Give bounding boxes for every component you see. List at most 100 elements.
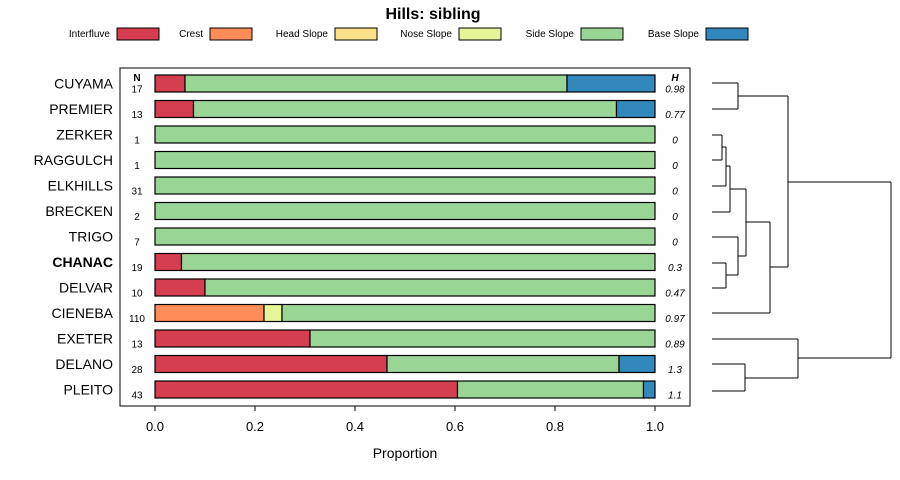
n-value: 31	[131, 187, 143, 198]
bar-segment-base-slope	[615, 99, 656, 119]
x-axis: 0.0 0.2 0.4 0.6 0.8 1.0	[146, 406, 664, 434]
legend-label-interfluve: Interfluve	[69, 29, 111, 40]
n-value: 2	[134, 212, 140, 223]
bar-segment-base-slope	[618, 354, 656, 374]
x-tick-label: 1.0	[646, 419, 664, 434]
h-value: 0.97	[665, 314, 685, 325]
n-value: 10	[131, 289, 143, 300]
row-label: EXETER	[57, 331, 113, 347]
bar-segment-base-slope	[566, 74, 656, 93]
bar-segment-interfluve	[154, 329, 311, 348]
n-value: 13	[131, 340, 143, 351]
legend-swatch-head-slope	[334, 27, 378, 41]
row-label: DELVAR	[59, 280, 113, 296]
bar-segment-side-slope	[154, 176, 656, 195]
legend-swatch-nose-slope	[458, 27, 502, 41]
row-pleito: PLEITO 43 1.1	[63, 380, 682, 402]
h-value: 0.77	[665, 110, 685, 121]
legend-label-nose-slope: Nose Slope	[400, 29, 452, 40]
h-value: 1.3	[668, 365, 682, 376]
x-axis-label: Proportion	[373, 445, 438, 461]
h-value: 0.3	[668, 263, 682, 274]
row-delano: DELANO 28 1.3	[55, 354, 682, 376]
bar-segment-base-slope	[642, 380, 656, 399]
row-label: ELKHILLS	[48, 178, 113, 194]
bar-segment-side-slope	[184, 74, 568, 93]
row-brecken: BRECKEN 2 0	[45, 201, 678, 223]
n-value: 28	[131, 365, 143, 376]
row-label: TRIGO	[69, 229, 113, 245]
legend-label-side-slope: Side Slope	[526, 29, 575, 40]
x-tick-label: 0.2	[246, 419, 264, 434]
n-value: 43	[131, 391, 143, 402]
h-value: 0	[672, 238, 678, 249]
row-trigo: TRIGO 7 0	[69, 227, 678, 249]
chart-title: Hills: sibling	[385, 6, 480, 23]
bar-segment-side-slope	[309, 329, 656, 348]
row-cuyama: CUYAMA 17 0.98	[54, 74, 685, 96]
n-value: 110	[129, 314, 145, 325]
row-cieneba: CIENEBA 110 0.97	[52, 303, 685, 325]
row-label: CHANAC	[52, 254, 113, 270]
bar-segment-side-slope	[180, 252, 656, 272]
row-label: CIENEBA	[52, 305, 114, 321]
h-value: 0.47	[665, 289, 685, 300]
row-label: DELANO	[55, 356, 113, 372]
legend-label-crest: Crest	[179, 29, 203, 40]
row-label: CUYAMA	[54, 76, 114, 92]
bar-segment-side-slope	[281, 303, 656, 323]
h-value: 1.1	[668, 391, 682, 402]
x-tick-label: 0.8	[546, 419, 564, 434]
bar-segment-side-slope	[386, 354, 620, 374]
n-value: 1	[134, 161, 140, 172]
legend-label-base-slope: Base Slope	[648, 29, 700, 40]
x-tick-label: 0.0	[146, 419, 164, 434]
bar-segment-side-slope	[154, 150, 656, 170]
bar-segment-side-slope	[456, 380, 645, 399]
h-column-header: H	[671, 73, 679, 84]
row-label: PREMIER	[49, 101, 113, 117]
row-label: ZERKER	[56, 127, 113, 143]
n-value: 17	[131, 85, 143, 96]
row-elkhills: ELKHILLS 31 0	[48, 176, 678, 198]
row-chanac: CHANAC 19 0.3	[52, 252, 682, 274]
h-value: 0	[672, 136, 678, 147]
x-tick-label: 0.6	[446, 419, 464, 434]
dendrogram	[712, 82, 892, 392]
h-value: 0.98	[665, 85, 685, 96]
bar-segment-side-slope	[154, 227, 656, 246]
bar-segment-interfluve	[154, 74, 186, 93]
bar-segment-nose-slope	[263, 303, 283, 323]
x-tick-label: 0.4	[346, 419, 364, 434]
legend-swatch-side-slope	[580, 27, 624, 41]
n-value: 13	[131, 110, 143, 121]
legend-swatch-base-slope	[705, 27, 749, 41]
row-raggulch: RAGGULCH 1 0	[34, 150, 678, 172]
row-zerker: ZERKER 1 0	[56, 125, 678, 147]
bar-segment-interfluve	[154, 252, 183, 272]
legend-swatch-interfluve	[116, 27, 160, 41]
bar-segment-side-slope	[204, 278, 656, 297]
legend-swatch-crest	[209, 27, 253, 41]
h-value: 0	[672, 187, 678, 198]
bar-segment-interfluve	[154, 99, 195, 119]
n-value: 19	[131, 263, 143, 274]
row-premier: PREMIER 13 0.77	[49, 99, 685, 121]
n-column-header: N	[133, 73, 140, 84]
bar-segment-interfluve	[154, 354, 388, 374]
h-value: 0	[672, 161, 678, 172]
n-value: 1	[134, 136, 140, 147]
row-label: BRECKEN	[45, 203, 113, 219]
plot-panel	[119, 67, 691, 407]
row-exeter: EXETER 13 0.89	[57, 329, 685, 351]
h-value: 0	[672, 212, 678, 223]
h-value: 0.89	[665, 340, 685, 351]
row-delvar: DELVAR 10 0.47	[59, 278, 685, 300]
row-label: RAGGULCH	[34, 152, 113, 168]
n-value: 7	[134, 238, 140, 249]
bar-segment-interfluve	[154, 380, 459, 399]
bar-segment-crest	[154, 303, 265, 323]
bar-segment-side-slope	[192, 99, 618, 119]
